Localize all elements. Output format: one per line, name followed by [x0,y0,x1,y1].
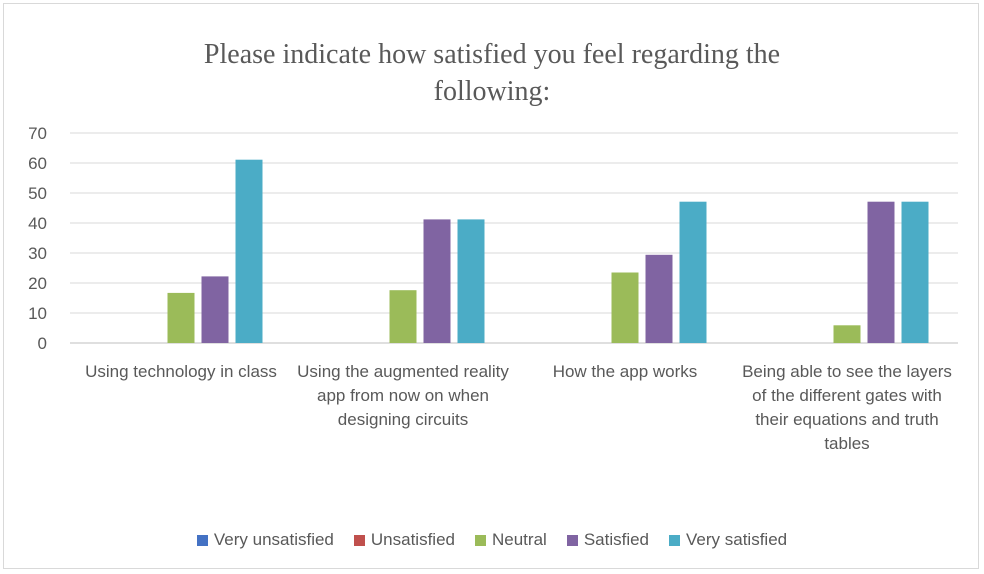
bar [201,276,229,343]
legend-item: Very unsatisfied [196,530,334,550]
bar [867,201,895,343]
legend-swatch [196,534,208,546]
legend-swatch [669,534,681,546]
legend-swatch [353,534,365,546]
bar [167,292,195,343]
y-tick-label: 30 [28,244,47,263]
x-category-label: Using technology in class [85,362,277,381]
legend-item: Very satisfied [669,530,787,550]
legend-label: Neutral [492,530,547,549]
bar [645,254,673,343]
bar [901,201,929,343]
legend-swatch [566,534,578,546]
bar [457,219,485,343]
legend-label: Very satisfied [686,530,788,549]
bar [389,290,417,343]
bar [611,272,639,343]
chart-title: Please indicate how satisfied you feel r… [203,39,781,107]
y-tick-label: 20 [28,274,47,293]
legend: Very unsatisfied Unsatisfied Neutral Satisf… [0,530,984,550]
y-tick-label: 60 [28,154,47,173]
legend-swatch [475,534,486,546]
legend-label: Satisfied [583,530,650,549]
chart-frame [3,3,979,569]
legend-item: Unsatisfied [353,530,455,550]
legend-item: Neutral [475,530,547,550]
y-tick-label: 0 [38,334,47,353]
legend-label: Very unsatisfied [213,530,334,549]
legend-label: Unsatisfied [370,530,455,549]
y-axis-ticks: 0 10 20 30 40 50 60 70 [28,124,47,353]
x-category-label: Being able to see the layers of the diff… [742,362,952,453]
bars [167,159,929,343]
bar [423,219,451,343]
legend-item: Satisfied [566,530,650,550]
bar [833,325,861,343]
y-tick-label: 40 [28,214,47,233]
y-tick-label: 50 [28,184,47,203]
x-category-label: How the app works [552,362,698,381]
y-tick-label: 10 [28,304,47,323]
bar [235,159,263,343]
y-tick-label: 70 [28,124,47,143]
x-category-label: Using the augmented reality app from now… [297,362,509,429]
bar [679,201,707,343]
